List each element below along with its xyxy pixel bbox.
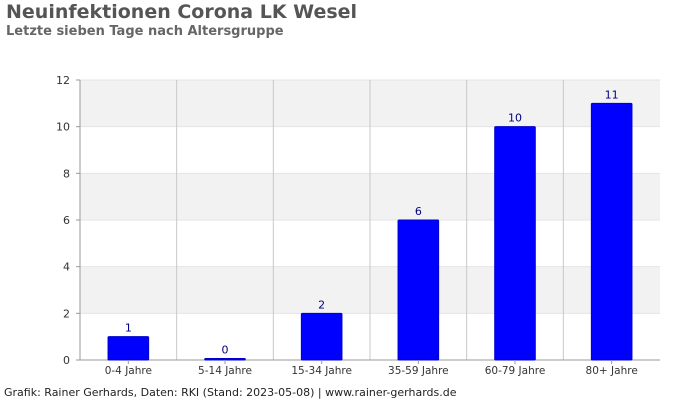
- bar-5-14-jahre: [204, 358, 246, 361]
- y-tick-label: 0: [63, 354, 70, 367]
- x-tick-label: 0-4 Jahre: [105, 365, 152, 377]
- bar-60-79-jahre: [494, 126, 536, 361]
- bar-15-34-jahre: [300, 312, 343, 361]
- y-tick-label: 4: [63, 261, 70, 274]
- y-tick-label: 10: [56, 121, 70, 134]
- y-tick-label: 12: [56, 74, 70, 87]
- x-tick-label: 15-34 Jahre: [291, 365, 352, 377]
- x-tick-label: 35-59 Jahre: [388, 365, 449, 377]
- bar-value-label: 1: [125, 322, 132, 335]
- bar-value-label: 2: [318, 298, 325, 311]
- source-footer: Grafik: Rainer Gerhards, Daten: RKI (Sta…: [4, 386, 457, 399]
- x-tick-label: 5-14 Jahre: [198, 365, 252, 377]
- bar-0-4-jahre: [107, 336, 150, 361]
- bar-value-label: 0: [222, 344, 229, 357]
- chart-subtitle: Letzte sieben Tage nach Altersgruppe: [6, 24, 284, 39]
- bar-35-59-jahre: [397, 219, 440, 361]
- bar-value-label: 6: [415, 205, 422, 218]
- y-tick-label: 8: [63, 167, 70, 180]
- y-tick-label: 2: [63, 307, 70, 320]
- x-tick-label: 80+ Jahre: [586, 365, 638, 377]
- bar-80-jahre: [590, 102, 633, 361]
- bar-value-label: 11: [605, 88, 619, 101]
- y-tick-label: 6: [63, 214, 70, 227]
- x-tick-label: 60-79 Jahre: [485, 365, 546, 377]
- chart-title: Neuinfektionen Corona LK Wesel: [6, 1, 358, 23]
- bar-value-label: 10: [508, 112, 522, 125]
